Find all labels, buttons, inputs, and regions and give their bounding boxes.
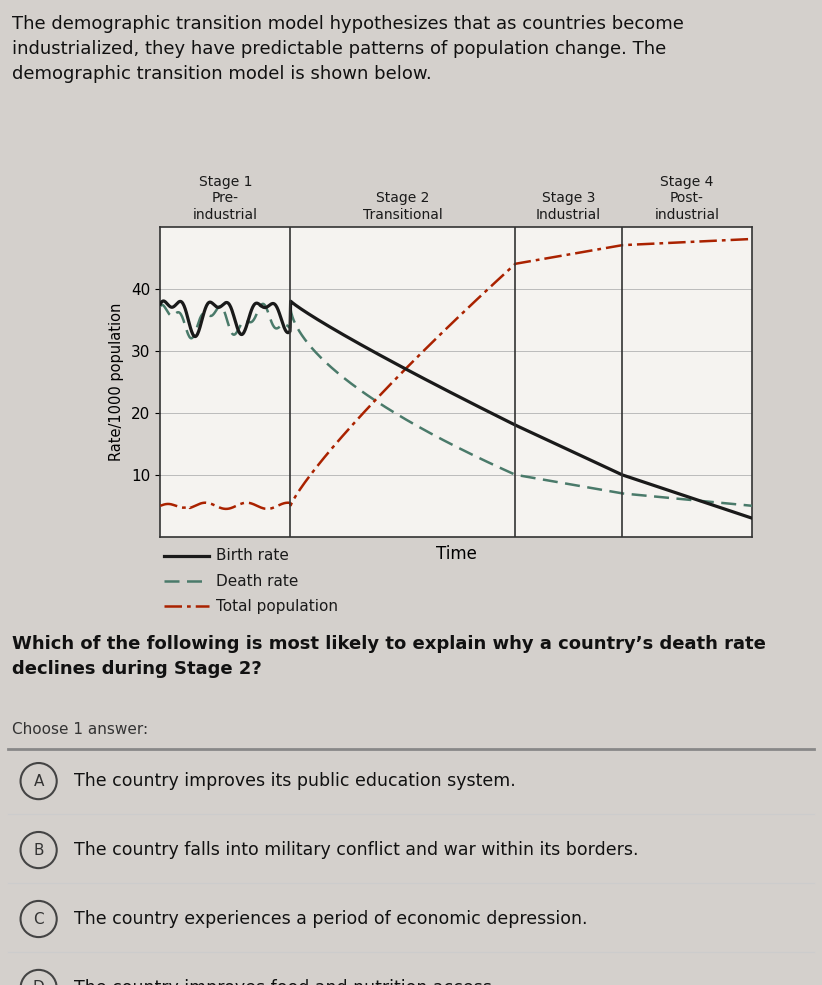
Y-axis label: Rate/1000 population: Rate/1000 population [109,302,124,461]
Text: B: B [34,842,44,858]
Text: The country improves food and nutrition access.: The country improves food and nutrition … [74,979,497,985]
Text: The country experiences a period of economic depression.: The country experiences a period of econ… [74,910,588,928]
Text: Birth rate: Birth rate [216,549,289,563]
Text: D: D [33,980,44,985]
Text: The country improves its public education system.: The country improves its public educatio… [74,772,515,790]
Text: Which of the following is most likely to explain why a country’s death rate
decl: Which of the following is most likely to… [12,635,766,679]
Text: Choose 1 answer:: Choose 1 answer: [12,722,149,737]
Text: The country falls into military conflict and war within its borders.: The country falls into military conflict… [74,841,639,859]
Text: Total population: Total population [216,599,338,614]
Text: Death rate: Death rate [216,573,298,589]
Text: C: C [34,911,44,927]
Text: Stage 3
Industrial: Stage 3 Industrial [536,191,601,222]
Text: A: A [34,773,44,789]
Text: Stage 4
Post-
industrial: Stage 4 Post- industrial [654,175,719,222]
X-axis label: Time: Time [436,545,477,563]
Text: Stage 2
Transitional: Stage 2 Transitional [363,191,443,222]
Text: The demographic transition model hypothesizes that as countries become
industria: The demographic transition model hypothe… [12,15,684,83]
Text: Stage 1
Pre-
industrial: Stage 1 Pre- industrial [193,175,258,222]
